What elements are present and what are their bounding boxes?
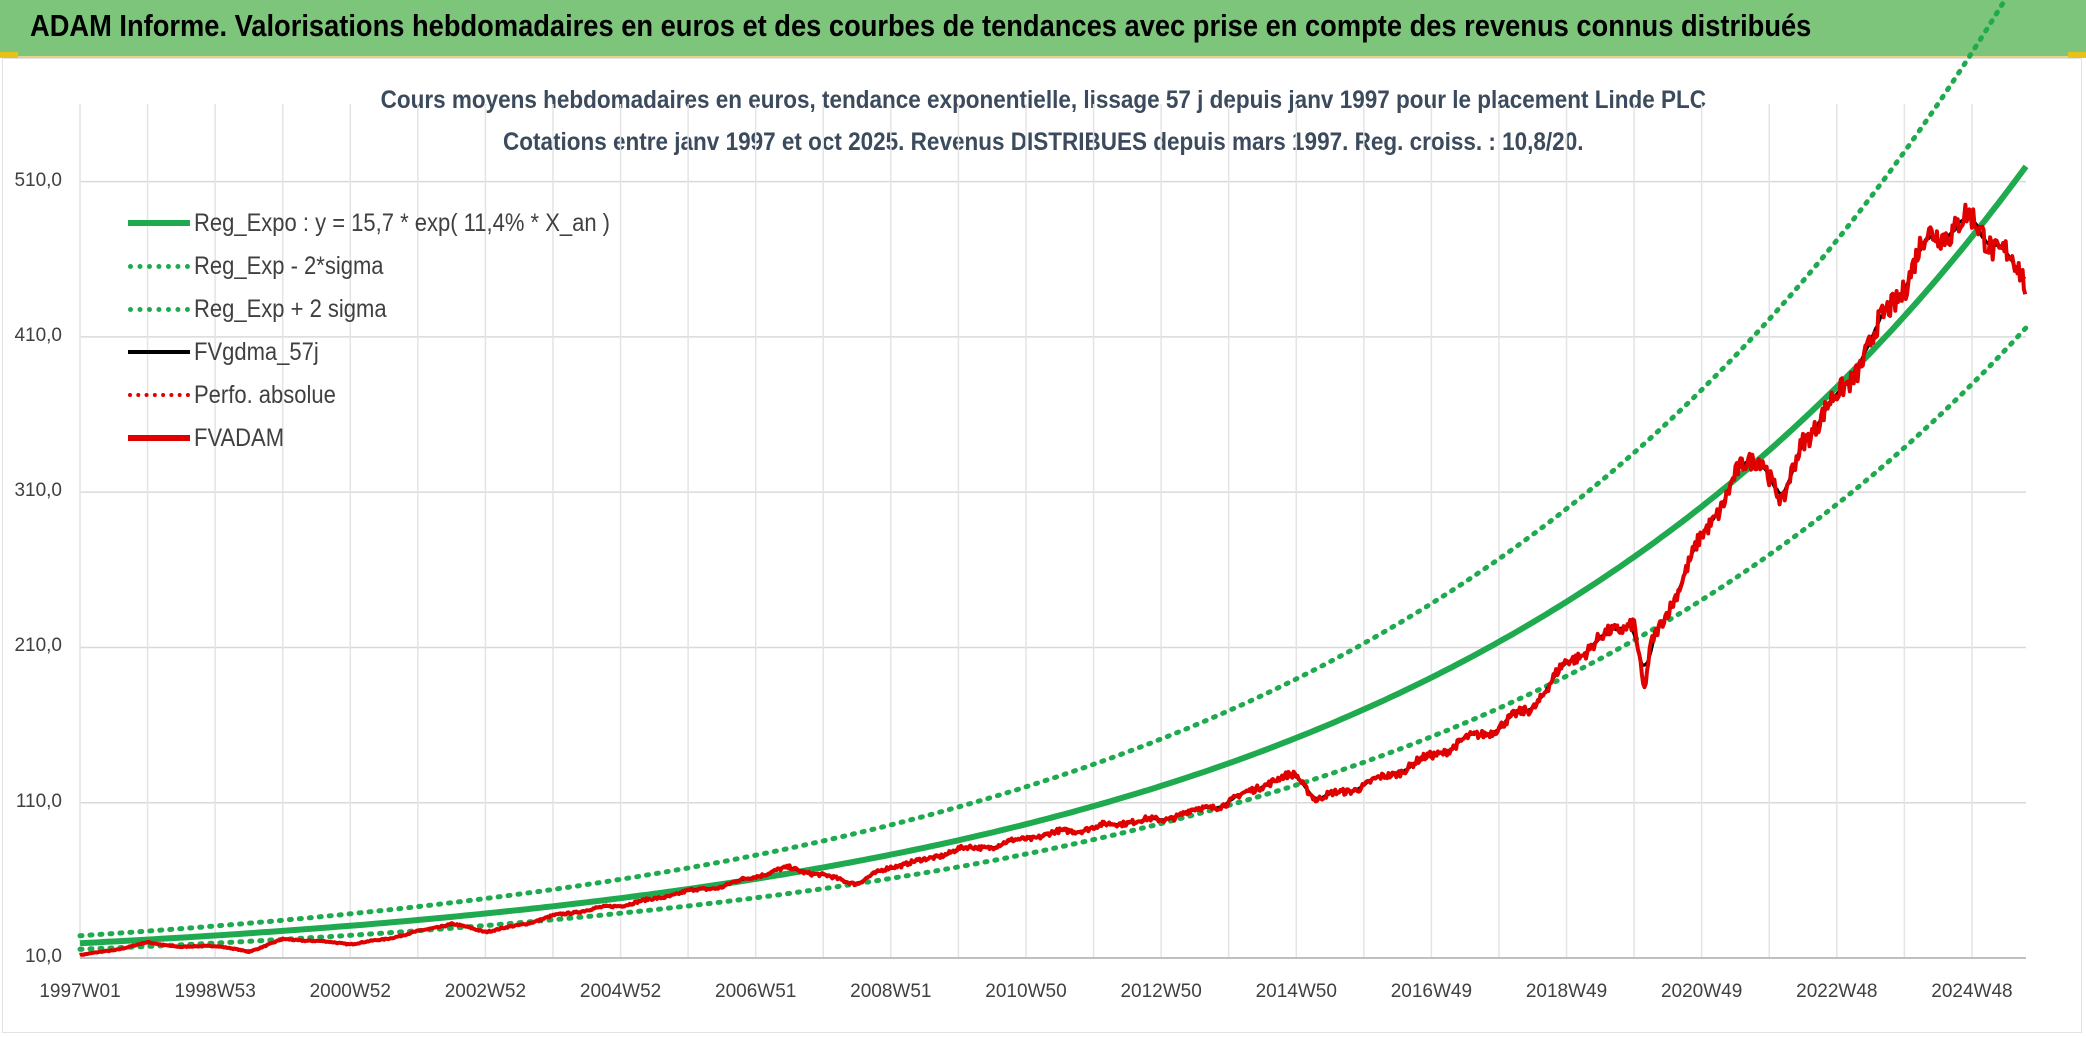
corner-mark-right (2068, 52, 2086, 58)
x-tick-label: 1997W01 (39, 981, 121, 1002)
legend-label: Perfo. absolue (194, 380, 336, 409)
legend-item-fvadam: FVADAM (128, 420, 296, 456)
y-tick-label: 210,0 (14, 635, 62, 657)
y-tick-label: 510,0 (14, 169, 62, 191)
chart-subtitle: Cotations entre janv 1997 et oct 2025. R… (502, 128, 1584, 156)
series-fvgdma-57j (79, 216, 2026, 957)
x-tick-label: 2004W52 (579, 981, 662, 1002)
legend-swatch (128, 393, 190, 397)
legend-item-reg-exp-plus: Reg_Exp + 2 sigma (128, 291, 413, 327)
series-reg-exp-plus-2sigma (77, 0, 2008, 939)
banner: ADAM Informe. Valorisations hebdomadaire… (0, 0, 2086, 58)
chart-title: Cours moyens hebdomadaires en euros, ten… (380, 86, 1706, 114)
x-tick-label: 2008W51 (850, 981, 932, 1002)
legend-swatch (128, 306, 190, 312)
x-tick-label: 2014W50 (1255, 981, 1337, 1002)
legend-item-perfo: Perfo. absolue (128, 377, 355, 413)
legend-swatch (128, 263, 190, 269)
x-tick-label: 2006W51 (715, 981, 797, 1002)
x-tick-label: 2010W50 (985, 981, 1067, 1002)
y-tick-label: 410,0 (14, 324, 62, 346)
legend-swatch (128, 220, 190, 226)
banner-title: ADAM Informe. Valorisations hebdomadaire… (30, 8, 1812, 43)
legend-label: FVgdma_57j (194, 337, 319, 366)
x-tick-label: 2024W48 (1931, 981, 2013, 1002)
legend-item-reg-expo: Reg_Expo : y = 15,7 * exp( 11,4% * X_an … (128, 205, 667, 241)
x-tick-label: 2012W50 (1120, 981, 1202, 1002)
y-tick-label: 110,0 (15, 790, 62, 812)
x-tick-label: 2016W49 (1390, 981, 1473, 1002)
series-fvadam (78, 202, 2028, 958)
y-tick-label: 10,0 (25, 946, 62, 967)
series-reg-exp-minus-2sigma (77, 325, 2029, 952)
legend-item-reg-exp-minus: Reg_Exp - 2*sigma (128, 248, 409, 284)
chart-frame (2, 58, 2082, 1033)
legend-item-fvgdma: FVgdma_57j (128, 334, 336, 370)
x-tick-label: 2020W49 (1660, 981, 1743, 1002)
x-tick-label: 1998W53 (174, 981, 256, 1002)
legend-label: Reg_Expo : y = 15,7 * exp( 11,4% * X_an … (194, 208, 611, 237)
legend-swatch (128, 435, 190, 441)
y-tick-label: 310,0 (14, 480, 62, 502)
legend-label: FVADAM (194, 423, 285, 452)
legend-label: Reg_Exp + 2 sigma (194, 294, 387, 323)
legend-label: Reg_Exp - 2*sigma (194, 251, 384, 280)
corner-mark-left (0, 52, 18, 58)
series-reg-expo (79, 164, 2029, 947)
x-tick-label: 2018W49 (1525, 981, 1608, 1002)
x-tick-label: 2000W52 (309, 981, 391, 1002)
legend-swatch (128, 350, 190, 354)
x-tick-label: 2002W52 (444, 981, 527, 1002)
x-tick-label: 2022W48 (1796, 981, 1878, 1002)
